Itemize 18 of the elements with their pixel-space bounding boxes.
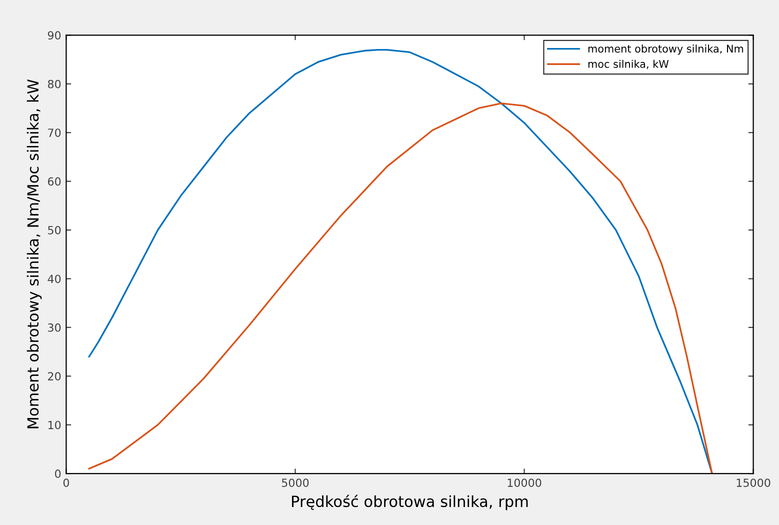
y-tick-label: 0	[55, 470, 61, 478]
legend-label: moc silnika, kW	[588, 60, 669, 69]
y-axis-title: Moment obrotowy silnika, Nm/Moc silnika, kW	[26, 80, 42, 428]
legend-label: moment obrotowy silnika, Nm	[588, 44, 744, 55]
y-tick-label: 80	[48, 80, 61, 88]
y-tick-label: 90	[48, 31, 61, 40]
y-tick-label: 60	[48, 177, 61, 186]
x-tick-label: 15000	[736, 478, 770, 488]
y-tick-label: 50	[48, 226, 61, 234]
y-tick-label: 70	[48, 128, 61, 137]
x-tick-label: 5000	[282, 478, 309, 488]
y-tick-label: 40	[48, 274, 61, 284]
x-tick-label: 0	[63, 478, 70, 488]
y-tick-label: 30	[48, 323, 61, 332]
y-tick-label: 10	[48, 420, 61, 430]
y-tick-label: 20	[48, 372, 61, 381]
x-tick-label: 10000	[508, 478, 542, 488]
x-axis-title: Prędkość obrotowa silnika, rpm	[292, 494, 528, 510]
